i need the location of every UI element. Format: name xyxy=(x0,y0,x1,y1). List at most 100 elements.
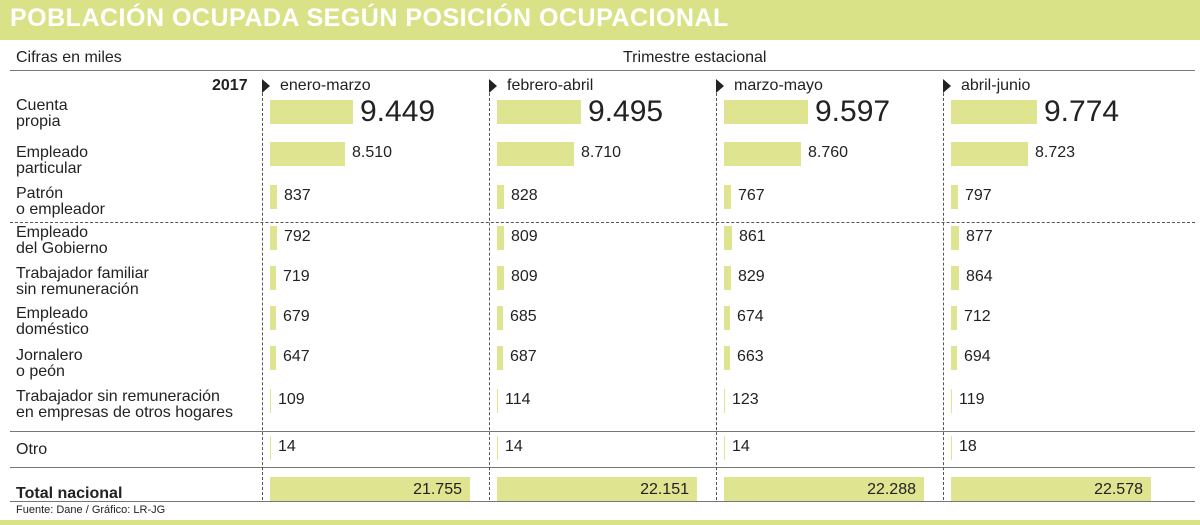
row-label: Cuenta propia xyxy=(16,97,68,130)
divider-before-source xyxy=(10,501,1195,502)
bar-abril-junio-4 xyxy=(951,266,959,290)
source-note: Fuente: Dane / Gráfico: LR-JG xyxy=(16,504,166,516)
value-label: 837 xyxy=(284,187,311,204)
bottom-strip xyxy=(0,520,1200,525)
row-label: Empleado del Gobierno xyxy=(16,224,108,257)
total-value: 21.755 xyxy=(413,481,462,498)
row-label: Trabajador sin remuneración en empresas … xyxy=(16,388,234,421)
value-label: 9.495 xyxy=(588,95,664,128)
bar-febrero-abril-3 xyxy=(497,226,504,250)
bar-febrero-abril-0 xyxy=(497,100,581,124)
chart-title: POBLACIÓN OCUPADA SEGÚN POSICIÓN OCUPACI… xyxy=(10,4,729,32)
bar-enero-marzo-7 xyxy=(270,389,271,413)
value-label: 18 xyxy=(959,438,977,455)
value-label: 8.723 xyxy=(1035,144,1076,161)
value-label: 712 xyxy=(964,308,991,325)
column-marker-icon xyxy=(262,79,270,93)
column-guide xyxy=(943,93,944,500)
total-bar-marzo-mayo xyxy=(724,477,924,501)
bar-enero-marzo-8 xyxy=(270,436,271,460)
value-label: 719 xyxy=(283,268,310,285)
value-label: 647 xyxy=(283,348,310,365)
bar-febrero-abril-6 xyxy=(497,346,503,370)
bar-febrero-abril-8 xyxy=(497,436,498,460)
value-label: 829 xyxy=(738,268,765,285)
value-label: 797 xyxy=(965,187,992,204)
total-row-label: Total nacional xyxy=(16,485,123,502)
bar-enero-marzo-0 xyxy=(270,100,353,124)
column-guide xyxy=(262,93,263,500)
bar-marzo-mayo-5 xyxy=(724,306,730,330)
bar-marzo-mayo-0 xyxy=(724,100,808,124)
bar-enero-marzo-5 xyxy=(270,306,276,330)
value-label: 119 xyxy=(959,391,985,408)
bar-abril-junio-8 xyxy=(951,436,952,460)
column-marker-icon xyxy=(716,79,724,93)
divider-before-total xyxy=(10,467,1195,468)
column-header-febrero-abril: febrero-abril xyxy=(507,77,594,94)
bar-enero-marzo-6 xyxy=(270,346,276,370)
value-label: 9.597 xyxy=(815,95,891,128)
bar-abril-junio-2 xyxy=(951,185,958,209)
column-marker-icon xyxy=(943,79,951,93)
row-label: Otro xyxy=(16,441,48,458)
row-label: Empleado doméstico xyxy=(16,305,89,338)
total-value: 22.288 xyxy=(867,481,916,498)
total-bar-abril-junio xyxy=(951,477,1151,501)
bar-enero-marzo-1 xyxy=(270,142,345,166)
bar-marzo-mayo-1 xyxy=(724,142,801,166)
value-label: 679 xyxy=(283,308,310,325)
value-label: 8.510 xyxy=(352,144,393,161)
value-label: 809 xyxy=(511,268,538,285)
value-label: 9.449 xyxy=(360,95,436,128)
bar-marzo-mayo-8 xyxy=(724,436,725,460)
group-divider xyxy=(10,222,1195,223)
bar-enero-marzo-3 xyxy=(270,226,277,250)
bar-abril-junio-0 xyxy=(951,100,1037,124)
value-label: 14 xyxy=(505,438,523,455)
column-guide xyxy=(489,93,490,500)
title-bar: POBLACIÓN OCUPADA SEGÚN POSICIÓN OCUPACI… xyxy=(0,0,1200,40)
value-label: 674 xyxy=(737,308,764,325)
value-label: 123 xyxy=(732,391,759,408)
bar-marzo-mayo-7 xyxy=(724,389,725,413)
value-label: 687 xyxy=(510,348,537,365)
header-rule xyxy=(10,70,1195,71)
value-label: 114 xyxy=(505,391,531,408)
year-label: 2017 xyxy=(212,77,248,94)
total-bar-enero-marzo xyxy=(270,477,470,501)
bar-abril-junio-1 xyxy=(951,142,1028,166)
bar-febrero-abril-1 xyxy=(497,142,574,166)
value-label: 864 xyxy=(966,268,993,285)
bar-marzo-mayo-2 xyxy=(724,185,731,209)
value-label: 694 xyxy=(964,348,991,365)
value-label: 877 xyxy=(966,228,993,245)
value-label: 861 xyxy=(739,228,766,245)
bar-marzo-mayo-6 xyxy=(724,346,730,370)
value-label: 8.710 xyxy=(581,144,622,161)
value-label: 685 xyxy=(510,308,537,325)
value-label: 792 xyxy=(284,228,311,245)
column-guide xyxy=(716,93,717,500)
value-label: 9.774 xyxy=(1044,95,1120,128)
row-label: Jornalero o peón xyxy=(16,347,83,380)
bar-abril-junio-7 xyxy=(951,389,952,413)
total-value: 22.151 xyxy=(640,481,689,498)
value-label: 809 xyxy=(511,228,538,245)
bar-marzo-mayo-3 xyxy=(724,226,732,250)
bar-febrero-abril-2 xyxy=(497,185,504,209)
column-header-marzo-mayo: marzo-mayo xyxy=(734,77,823,94)
bar-marzo-mayo-4 xyxy=(724,266,731,290)
column-header-enero-marzo: enero-marzo xyxy=(280,77,371,94)
value-label: 663 xyxy=(737,348,764,365)
units-label: Cifras en miles xyxy=(16,49,122,66)
value-label: 109 xyxy=(278,391,305,408)
value-label: 14 xyxy=(732,438,750,455)
bar-abril-junio-6 xyxy=(951,346,957,370)
value-label: 8.760 xyxy=(808,144,849,161)
column-marker-icon xyxy=(489,79,497,93)
bar-febrero-abril-4 xyxy=(497,266,504,290)
row-label: Empleado particular xyxy=(16,144,89,177)
bar-febrero-abril-7 xyxy=(497,389,498,413)
bar-enero-marzo-2 xyxy=(270,185,277,209)
